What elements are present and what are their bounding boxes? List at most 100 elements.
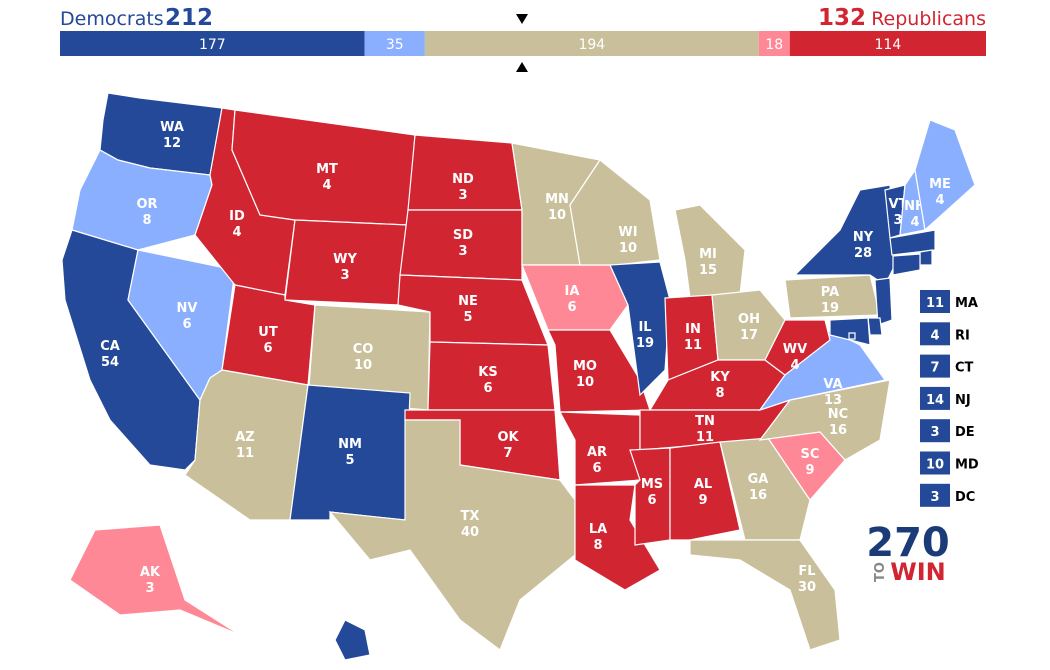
state-votes: 54 bbox=[101, 355, 119, 370]
state-votes: 3 bbox=[893, 213, 902, 228]
small-state-abbr: DE bbox=[955, 425, 975, 440]
state-abbr: MN bbox=[545, 192, 569, 207]
dem-label: Democrats bbox=[60, 8, 164, 30]
state-votes: 3 bbox=[458, 188, 467, 203]
small-state-abbr: NJ bbox=[955, 393, 971, 408]
state-votes: 3 bbox=[340, 268, 349, 283]
state bbox=[669, 441, 741, 541]
state bbox=[558, 411, 641, 486]
bar-segment-label: 194 bbox=[578, 37, 605, 53]
state-abbr: MS bbox=[641, 477, 663, 492]
state bbox=[793, 184, 896, 286]
small-state-votes: 7 bbox=[930, 361, 939, 376]
state-votes: 7 bbox=[503, 446, 512, 461]
state-abbr: SC bbox=[801, 447, 820, 462]
state-abbr: NC bbox=[828, 407, 848, 422]
state-votes: 8 bbox=[715, 386, 724, 401]
state-abbr: AZ bbox=[235, 430, 255, 445]
state-abbr: KY bbox=[710, 370, 730, 385]
bar-segment bbox=[364, 31, 425, 56]
state-votes: 3 bbox=[458, 244, 467, 259]
small-state-abbr: RI bbox=[955, 328, 970, 343]
state-votes: 11 bbox=[696, 430, 714, 445]
bar-segment bbox=[60, 31, 365, 56]
state bbox=[892, 253, 921, 276]
state-abbr: ME bbox=[929, 177, 951, 192]
marker-bottom bbox=[516, 62, 528, 72]
state-votes: 13 bbox=[824, 393, 842, 408]
state-votes: 6 bbox=[592, 461, 601, 476]
state-votes: 5 bbox=[345, 453, 354, 468]
state-votes: 4 bbox=[322, 178, 331, 193]
state bbox=[569, 159, 661, 266]
bar-segment-label: 35 bbox=[386, 37, 404, 53]
state-abbr: VA bbox=[823, 377, 842, 392]
state-votes: 4 bbox=[910, 215, 919, 230]
state-abbr: OH bbox=[738, 312, 760, 327]
state-abbr: NM bbox=[338, 437, 362, 452]
state-abbr: IA bbox=[565, 284, 580, 299]
state-votes: 6 bbox=[263, 341, 272, 356]
small-state-abbr: MA bbox=[955, 296, 978, 311]
logo-to: TO bbox=[873, 562, 888, 582]
state-abbr: IL bbox=[638, 320, 651, 335]
small-state-box bbox=[920, 419, 950, 443]
state-votes: 6 bbox=[647, 493, 656, 508]
state-votes: 10 bbox=[548, 208, 566, 223]
small-state-box bbox=[920, 483, 950, 507]
state-votes: 19 bbox=[636, 336, 654, 351]
small-state-votes: 10 bbox=[926, 458, 944, 473]
state bbox=[609, 261, 671, 397]
state bbox=[334, 619, 371, 661]
state bbox=[889, 229, 936, 256]
state-abbr: TN bbox=[695, 414, 715, 429]
rep-total: 132 bbox=[818, 5, 866, 31]
state-abbr: NE bbox=[458, 294, 478, 309]
small-state-box bbox=[920, 322, 950, 346]
state-votes: 8 bbox=[593, 538, 602, 553]
state-abbr: AL bbox=[694, 477, 712, 492]
state-votes: 5 bbox=[463, 310, 472, 325]
state-abbr: MO bbox=[573, 359, 597, 374]
state-votes: 17 bbox=[740, 328, 758, 343]
state-abbr: PA bbox=[821, 285, 839, 300]
state-abbr: OR bbox=[136, 197, 157, 212]
state-abbr: MT bbox=[316, 162, 338, 177]
state bbox=[764, 319, 831, 376]
logo: 270 TO WIN bbox=[866, 520, 950, 586]
state bbox=[867, 317, 883, 336]
dem-total: 212 bbox=[165, 5, 213, 31]
small-state-votes: 3 bbox=[930, 425, 939, 440]
state-votes: 4 bbox=[935, 193, 944, 208]
state-votes: 40 bbox=[461, 525, 479, 540]
state-abbr: AR bbox=[587, 445, 607, 460]
state-abbr: WA bbox=[160, 120, 184, 135]
state bbox=[689, 539, 841, 651]
state-abbr: ID bbox=[229, 209, 245, 224]
state-abbr: ND bbox=[452, 172, 474, 187]
small-state-abbr: DC bbox=[955, 490, 975, 505]
state-votes: 9 bbox=[698, 493, 707, 508]
logo-win: WIN bbox=[890, 558, 946, 586]
state bbox=[914, 119, 976, 232]
state bbox=[829, 317, 871, 346]
state-votes: 4 bbox=[317, 650, 326, 665]
state-abbr: CA bbox=[100, 339, 120, 354]
small-state-votes: 11 bbox=[926, 296, 944, 311]
state-abbr: FL bbox=[798, 564, 815, 579]
state-abbr: WI bbox=[618, 225, 637, 240]
state-votes: 10 bbox=[576, 375, 594, 390]
state bbox=[874, 277, 893, 326]
state bbox=[919, 249, 933, 266]
state-votes: 4 bbox=[790, 358, 799, 373]
state bbox=[719, 437, 811, 541]
small-state-abbr: MD bbox=[955, 458, 979, 473]
state-abbr: LA bbox=[589, 522, 607, 537]
state-abbr: IN bbox=[685, 322, 701, 337]
rep-label: Republicans bbox=[871, 8, 986, 30]
bar-segment bbox=[424, 31, 759, 56]
state-abbr: HI bbox=[314, 634, 330, 649]
state-votes: 10 bbox=[354, 358, 372, 373]
small-state-votes: 4 bbox=[930, 328, 939, 343]
